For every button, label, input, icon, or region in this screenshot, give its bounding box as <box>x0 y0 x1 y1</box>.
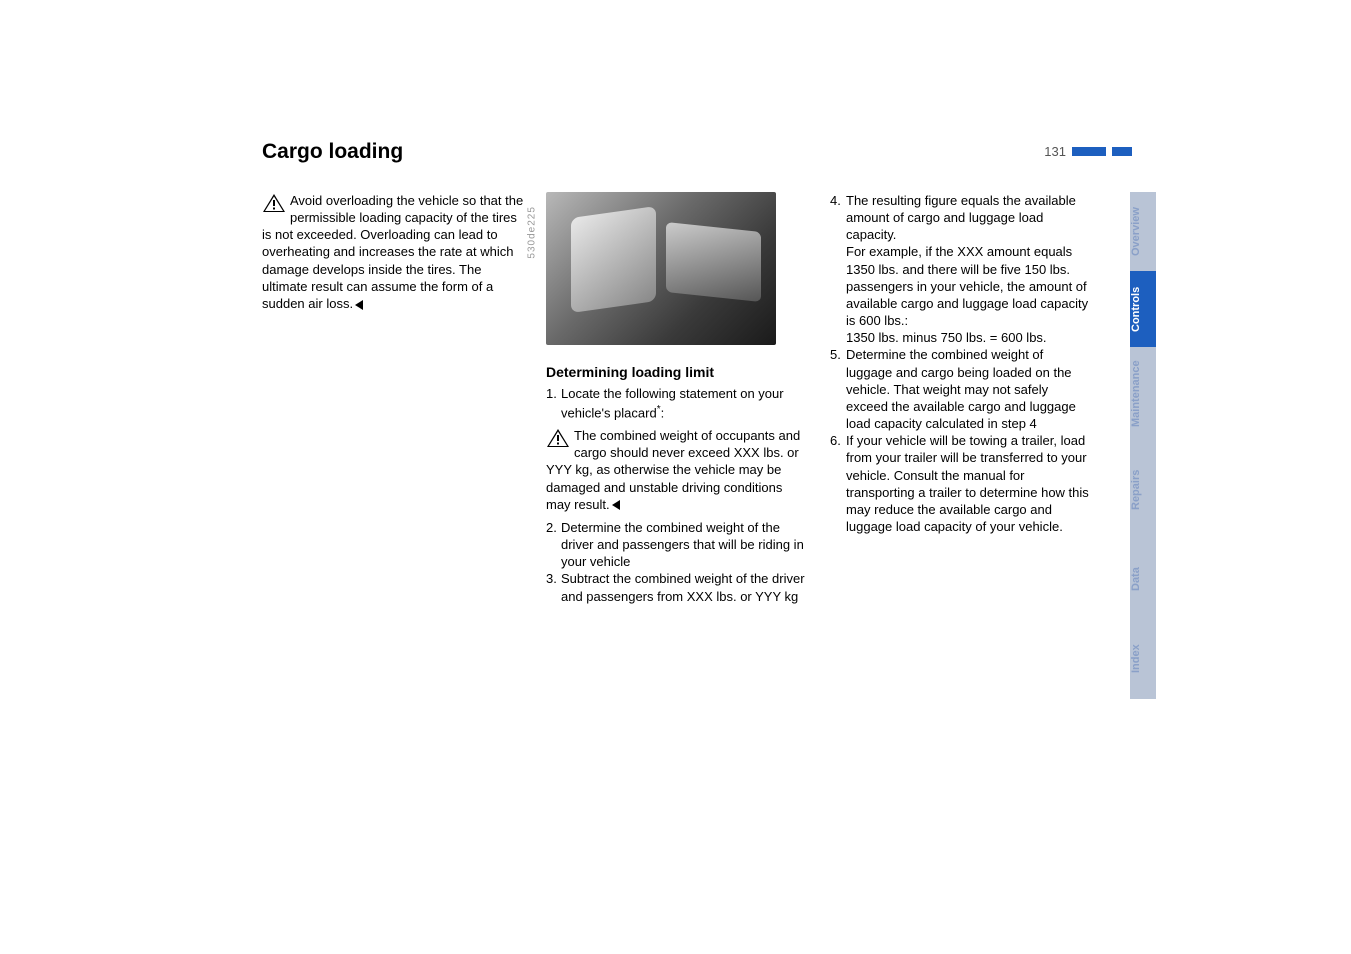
page-title: Cargo loading <box>262 140 403 164</box>
warning-block: Avoid overloading the vehicle so that th… <box>262 192 524 312</box>
list-item-3: 3. Subtract the combined weight of the d… <box>546 570 808 604</box>
list-item-5: 5. Determine the combined weight of lugg… <box>830 346 1092 432</box>
list-text: The resulting figure equals the availabl… <box>846 193 1076 242</box>
end-marker-icon <box>612 500 620 510</box>
column-3: 4. The resulting figure equals the avail… <box>830 192 1092 605</box>
content-columns: Avoid overloading the vehicle so that th… <box>262 192 1092 605</box>
list-body: Locate the following statement on your v… <box>561 385 808 421</box>
list-number: 4. <box>830 192 846 346</box>
list-text: Locate the following statement on your v… <box>561 386 784 419</box>
figure-label: 530de225 <box>525 206 538 259</box>
page-bar-icon <box>1112 147 1132 156</box>
asterisk-icon: * <box>657 404 661 415</box>
list-text: Subtract the combined weight of the driv… <box>561 570 808 604</box>
side-tab-maintenance[interactable]: Maintenance <box>1130 347 1156 441</box>
side-tab-index[interactable]: Index <box>1130 619 1156 699</box>
page-number: 131 <box>1044 144 1066 159</box>
list-item-1: 1. Locate the following statement on you… <box>546 385 808 421</box>
column-1: Avoid overloading the vehicle so that th… <box>262 192 524 605</box>
tab-label: Overview <box>1130 207 1142 256</box>
list-number: 6. <box>830 432 846 535</box>
list-number: 1. <box>546 385 561 421</box>
figure-image <box>546 192 776 345</box>
warning-block: The combined weight of occupants and car… <box>546 427 808 513</box>
list-text: For example, if the XXX amount equals 13… <box>846 244 1088 328</box>
tab-label: Maintenance <box>1130 361 1142 428</box>
page-bar-icon <box>1072 147 1106 156</box>
list-item-6: 6. If your vehicle will be towing a trai… <box>830 432 1092 535</box>
end-marker-icon <box>355 300 363 310</box>
subheading: Determining loading limit <box>546 363 808 381</box>
list-number: 2. <box>546 519 561 570</box>
list-text: If your vehicle will be towing a trailer… <box>846 432 1092 535</box>
side-tab-controls[interactable]: Controls <box>1130 271 1156 347</box>
list-body: The resulting figure equals the availabl… <box>846 192 1092 346</box>
list-text: Determine the combined weight of luggage… <box>846 346 1092 432</box>
side-tab-repairs[interactable]: Repairs <box>1130 441 1156 539</box>
tab-label: Index <box>1130 645 1142 674</box>
tab-label: Data <box>1130 567 1142 591</box>
list-number: 5. <box>830 346 846 432</box>
list-text: Determine the combined weight of the dri… <box>561 519 808 570</box>
side-tab-overview[interactable]: Overview <box>1130 192 1156 271</box>
list-number: 3. <box>546 570 561 604</box>
column-2: 530de225 Determining loading limit 1. Lo… <box>546 192 808 605</box>
page-header: Cargo loading 131 <box>262 140 1092 164</box>
tab-label: Repairs <box>1130 470 1142 510</box>
side-tab-data[interactable]: Data <box>1130 539 1156 619</box>
warning-text: The combined weight of occupants and car… <box>546 428 800 512</box>
list-item-2: 2. Determine the combined weight of the … <box>546 519 808 570</box>
page-number-group: 131 <box>1044 144 1132 159</box>
side-tabs: Overview Controls Maintenance Repairs Data In… <box>1130 192 1156 699</box>
list-text: 1350 lbs. minus 750 lbs. = 600 lbs. <box>846 330 1047 345</box>
warning-icon <box>262 193 286 213</box>
list-item-4: 4. The resulting figure equals the avail… <box>830 192 1092 346</box>
warning-icon <box>546 428 570 448</box>
warning-text: Avoid overloading the vehicle so that th… <box>262 193 523 311</box>
figure-wrap: 530de225 <box>546 192 808 345</box>
tab-label: Controls <box>1130 286 1142 331</box>
page-content: Cargo loading 131 Avoid overloading the … <box>262 140 1092 605</box>
